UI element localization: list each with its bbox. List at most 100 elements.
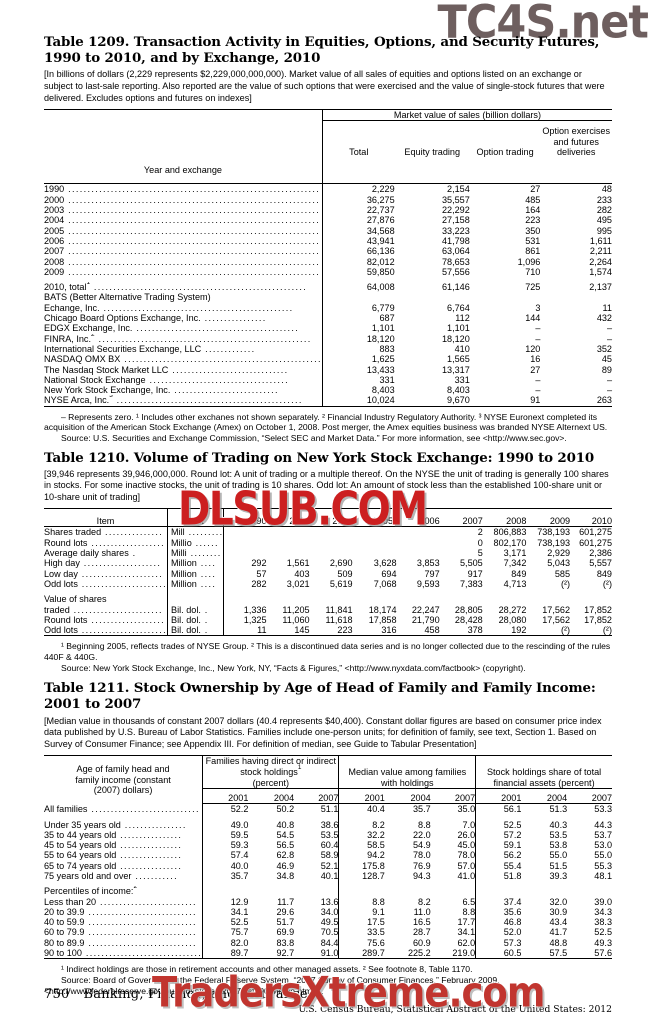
table-cell xyxy=(397,527,440,538)
table-cell: 54.5 xyxy=(276,829,295,840)
row-label: NYSE Arca, Inc.3 .......................… xyxy=(44,395,303,406)
table-cell xyxy=(353,527,397,538)
table-cell: – xyxy=(606,333,612,344)
table-cell: – xyxy=(535,333,541,344)
table-cell: 1,565 xyxy=(447,354,470,365)
table-row: FINRA, Inc.2 ...........................… xyxy=(44,333,612,344)
table-1211-title: Table 1211. Stock Ownership by Age of He… xyxy=(44,680,596,713)
table-cell xyxy=(310,538,353,548)
table-cell: 738,193 xyxy=(537,537,571,548)
table-cell: 225.2 xyxy=(407,948,431,959)
table-cell: 26.0 xyxy=(457,829,476,840)
table-1210: Item Unit 1990 2000 2004 20051 2006 2007… xyxy=(44,508,612,639)
table-cell: 13.6 xyxy=(320,896,339,907)
table-cell: 28,428 xyxy=(454,614,483,625)
table-cell: 58.5 xyxy=(338,840,385,851)
row-label: International Securities Exchange, LLC .… xyxy=(44,343,256,354)
table-cell: 289.7 xyxy=(338,948,385,959)
table-row: 2008 ...................................… xyxy=(44,256,612,267)
t1211-year-7: 2004 xyxy=(521,788,568,805)
table-cell: 1,625 xyxy=(321,354,395,365)
row-label: 2004 ...................................… xyxy=(44,215,321,226)
table-row: 40 to 59.9 ............................ 5… xyxy=(44,917,612,928)
table-cell: 128.7 xyxy=(338,870,385,882)
table-cell: 75.7 xyxy=(202,927,249,938)
table-cell: 27 xyxy=(530,184,541,195)
table-cell: 18,120 xyxy=(321,333,395,344)
unit-cell: Million .... xyxy=(167,578,224,590)
table-cell: 1,096 xyxy=(517,256,541,267)
table-cell: 62.0 xyxy=(457,937,476,948)
table-cell: 52.5 xyxy=(202,917,249,928)
table-cell xyxy=(570,594,612,604)
table-cell: 509 xyxy=(337,568,353,579)
row-label: 1990 ...................................… xyxy=(44,184,321,195)
t1210-col-2006: 2006 xyxy=(396,508,440,528)
table-cell: 59.5 xyxy=(202,829,249,841)
table-cell: 725 xyxy=(525,282,541,293)
table-cell: 458 xyxy=(424,625,440,636)
table-cell: 34.3 xyxy=(594,906,612,917)
table-cell: 60.4 xyxy=(320,840,339,851)
table-cell xyxy=(526,594,570,604)
table-row: Chicago Board Options Exchange, Inc. ...… xyxy=(44,313,612,324)
table-cell: 7.0 xyxy=(462,819,476,830)
table-row: 20 to 39.9 ............................ 3… xyxy=(44,906,612,918)
table-cell: 5,619 xyxy=(329,578,353,589)
table-cell: 27,158 xyxy=(441,215,470,226)
table-cell: 585 xyxy=(554,568,571,579)
table-cell: 3,171 xyxy=(503,548,527,559)
table-row: BATS (Better Alternative Trading System) xyxy=(44,292,612,303)
table-cell xyxy=(567,886,612,896)
table-cell: 37.4 xyxy=(475,896,522,907)
table-row: 55 to 64 years old ................ 57.4 6… xyxy=(44,850,612,861)
table-cell xyxy=(310,527,353,538)
table-cell: 92.7 xyxy=(276,948,295,959)
table-cell: 63,064 xyxy=(441,246,470,257)
table-cell: 41.0 xyxy=(457,870,476,881)
table-cell xyxy=(397,548,440,558)
table-cell xyxy=(248,886,294,896)
table-cell: 219.0 xyxy=(452,948,476,959)
table-cell: 601,275 xyxy=(579,537,612,548)
table-cell: 18,120 xyxy=(441,333,470,344)
table-row: 2010, total1 ...........................… xyxy=(44,282,612,293)
table-cell xyxy=(397,538,440,548)
table-cell: 11,841 xyxy=(325,604,353,615)
table-cell: 11 xyxy=(602,302,612,313)
table-cell: 2,264 xyxy=(589,256,612,267)
table-cell: 53.3 xyxy=(594,804,612,815)
table-row: 90 to 100 ..............................… xyxy=(44,948,612,959)
table-cell: 52.2 xyxy=(202,803,249,815)
table-cell: 7,383 xyxy=(459,578,483,589)
table-cell xyxy=(470,292,541,302)
t1210-body: Shares traded ............... Mill ......… xyxy=(44,526,612,636)
table-cell: 3 xyxy=(535,302,541,313)
table-row: 35 to 44 years old ................ 59.5 5… xyxy=(44,829,612,841)
table-1209-block: Table 1209. Transaction Activity in Equi… xyxy=(44,34,612,444)
table-cell xyxy=(294,886,339,896)
unit-cell: Mill ......... xyxy=(167,526,224,538)
t1209-col-equity: Equity trading xyxy=(404,146,461,157)
table-row: Low day ..................... Million ...… xyxy=(44,568,612,579)
table-cell: 531 xyxy=(525,235,541,246)
table-cell: 35.7 xyxy=(202,870,249,882)
table-cell: 9.1 xyxy=(338,906,385,918)
table-cell: 0 xyxy=(477,537,483,548)
table-cell: 797 xyxy=(424,568,440,579)
table-cell: 8,403 xyxy=(447,385,470,396)
table-cell: 223 xyxy=(525,215,541,226)
table-cell: 94.2 xyxy=(338,850,385,861)
table-cell: 120 xyxy=(525,343,541,354)
t1209-span-header: Market value of sales (billion dollars) xyxy=(321,109,612,122)
table-cell: (²) xyxy=(560,625,571,636)
row-label: Round lots ................... xyxy=(44,614,166,625)
table-cell: (²) xyxy=(560,578,571,589)
table-cell: 331 xyxy=(454,374,470,385)
table-cell: 62.8 xyxy=(276,850,295,861)
row-label: 2003 ...................................… xyxy=(44,205,321,216)
table-1209-headnote: [In billions of dollars (2,229 represent… xyxy=(44,69,605,103)
table-cell: 5 xyxy=(477,548,483,559)
t1211-group-share: Stock holdings share of total financial … xyxy=(475,755,612,790)
table-cell: 39.3 xyxy=(549,870,568,881)
